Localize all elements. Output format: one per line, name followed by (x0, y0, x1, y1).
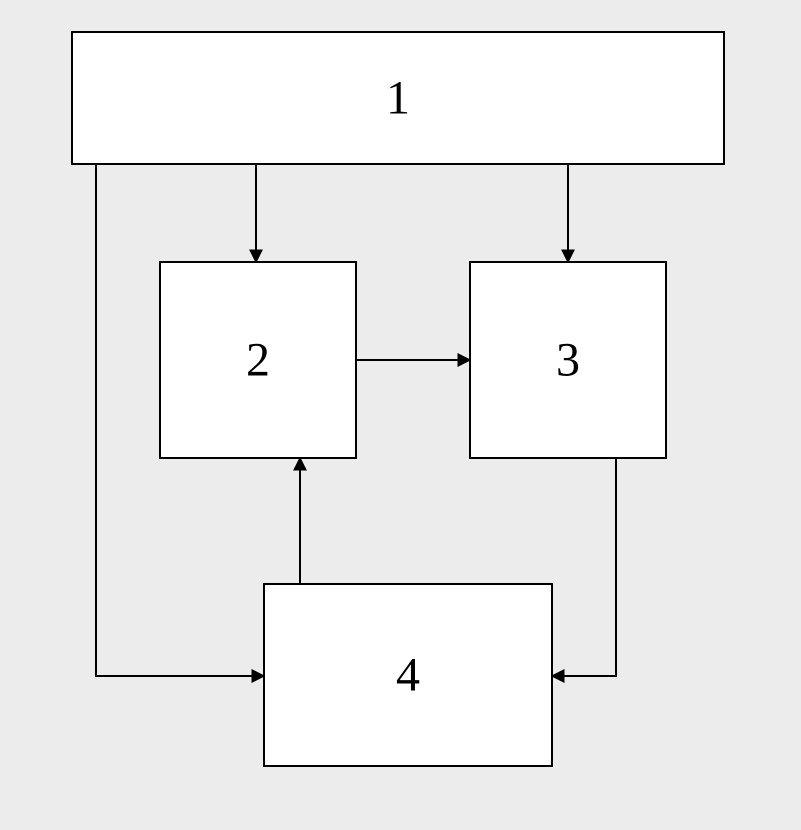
flowchart-diagram: 1 2 3 4 (0, 0, 801, 830)
node-n4: 4 (264, 584, 552, 766)
node-n2: 2 (160, 262, 356, 458)
node-label-n4: 4 (396, 649, 420, 702)
node-n1: 1 (72, 32, 724, 164)
node-n3: 3 (470, 262, 666, 458)
node-label-n3: 3 (556, 334, 580, 387)
node-label-n1: 1 (386, 72, 410, 125)
node-label-n2: 2 (246, 334, 270, 387)
